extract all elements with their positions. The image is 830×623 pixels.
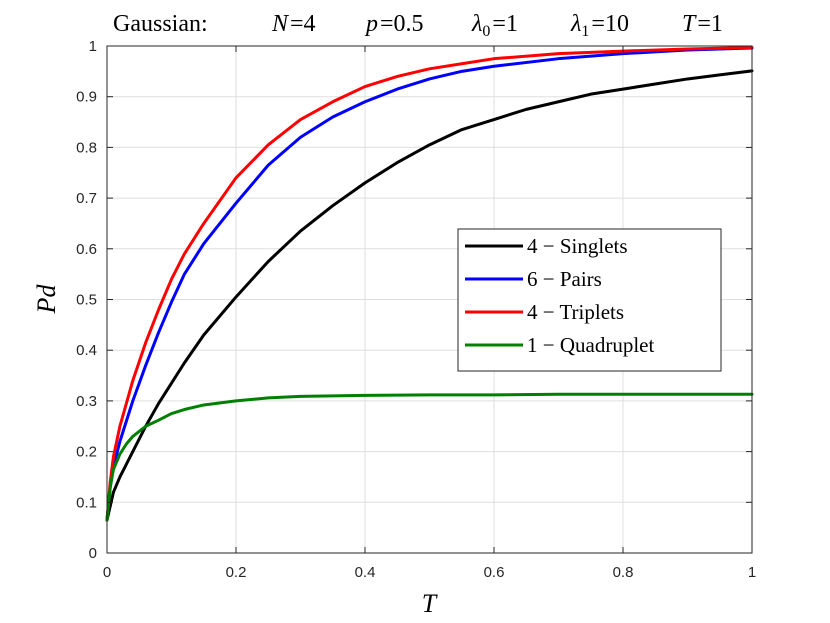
- title-param-t-symbol: T: [682, 11, 697, 37]
- chart-title: Gaussian: N=4 p=0.5 λ0=1 λ1=10 T=1: [113, 11, 723, 40]
- ticks: 0 0.2 0.4 0.6 0.8 1 0 0.1 0.2 0.3 0.4 0.5 0.6 0.7 0.8 0…: [76, 38, 756, 581]
- y-tick-label: 0.2: [76, 444, 97, 461]
- y-tick-label: 0: [89, 545, 97, 562]
- legend-label-2: 6 − Pairs: [527, 267, 602, 291]
- title-param-n: N=4: [271, 11, 316, 37]
- title-param-t: T=1: [682, 11, 723, 37]
- series-line-3: [105, 46, 754, 522]
- x-tick-label: 0.6: [484, 564, 505, 581]
- title-param-t-value: =1: [697, 11, 723, 37]
- y-tick-label: 0.5: [76, 292, 97, 309]
- legend-label-4: 1 − Quadruplet: [527, 333, 654, 357]
- y-tick-label: 0.3: [76, 393, 97, 410]
- x-axis-label: T: [422, 589, 438, 618]
- y-tick-label: 0.1: [76, 494, 97, 511]
- x-tick-label: 0.8: [613, 564, 634, 581]
- title-param-lambda0-subscript: 0: [482, 23, 490, 40]
- y-tick-label: 0.8: [76, 139, 97, 156]
- title-param-lambda1-value: =10: [591, 11, 629, 37]
- series-line-1: [105, 69, 754, 522]
- x-tick-label: 1: [748, 564, 756, 581]
- title-param-p-value: =0.5: [380, 11, 424, 37]
- y-tick-label: 0.4: [76, 342, 97, 359]
- title-param-p-symbol: p: [364, 11, 378, 37]
- title-param-lambda0-symbol: λ: [471, 11, 482, 37]
- legend-label-3: 4 − Triplets: [527, 300, 624, 324]
- y-tick-label: 0.7: [76, 190, 97, 207]
- x-tick-label: 0.4: [355, 564, 376, 581]
- y-tick-label: 1: [89, 38, 97, 55]
- title-param-lambda1-subscript: 1: [581, 23, 589, 40]
- series-line-2: [105, 46, 754, 522]
- title-param-lambda1: λ1=10: [570, 11, 629, 40]
- title-param-lambda0: λ0=1: [471, 11, 518, 40]
- title-param-n-symbol: N: [271, 11, 290, 37]
- y-tick-label: 0.6: [76, 241, 97, 258]
- legend-label-1: 4 − Singlets: [527, 234, 628, 258]
- x-tick-label: 0.2: [226, 564, 247, 581]
- series-line-4: [105, 392, 754, 522]
- x-tick-label: 0: [103, 564, 111, 581]
- legend-box: [457, 228, 722, 372]
- title-param-lambda0-value: =1: [492, 11, 518, 37]
- y-tick-label: 0.9: [76, 89, 97, 106]
- legend: 4 − Singlets 6 − Pairs 4 − Triplets 1 − Qua…: [457, 228, 722, 372]
- title-param-n-value: =4: [290, 11, 316, 37]
- title-param-lambda1-symbol: λ: [570, 11, 581, 37]
- y-axis-label: Pd: [32, 284, 61, 315]
- series-group: [105, 46, 754, 522]
- title-prefix: Gaussian:: [113, 11, 208, 37]
- title-param-p: p=0.5: [364, 11, 424, 37]
